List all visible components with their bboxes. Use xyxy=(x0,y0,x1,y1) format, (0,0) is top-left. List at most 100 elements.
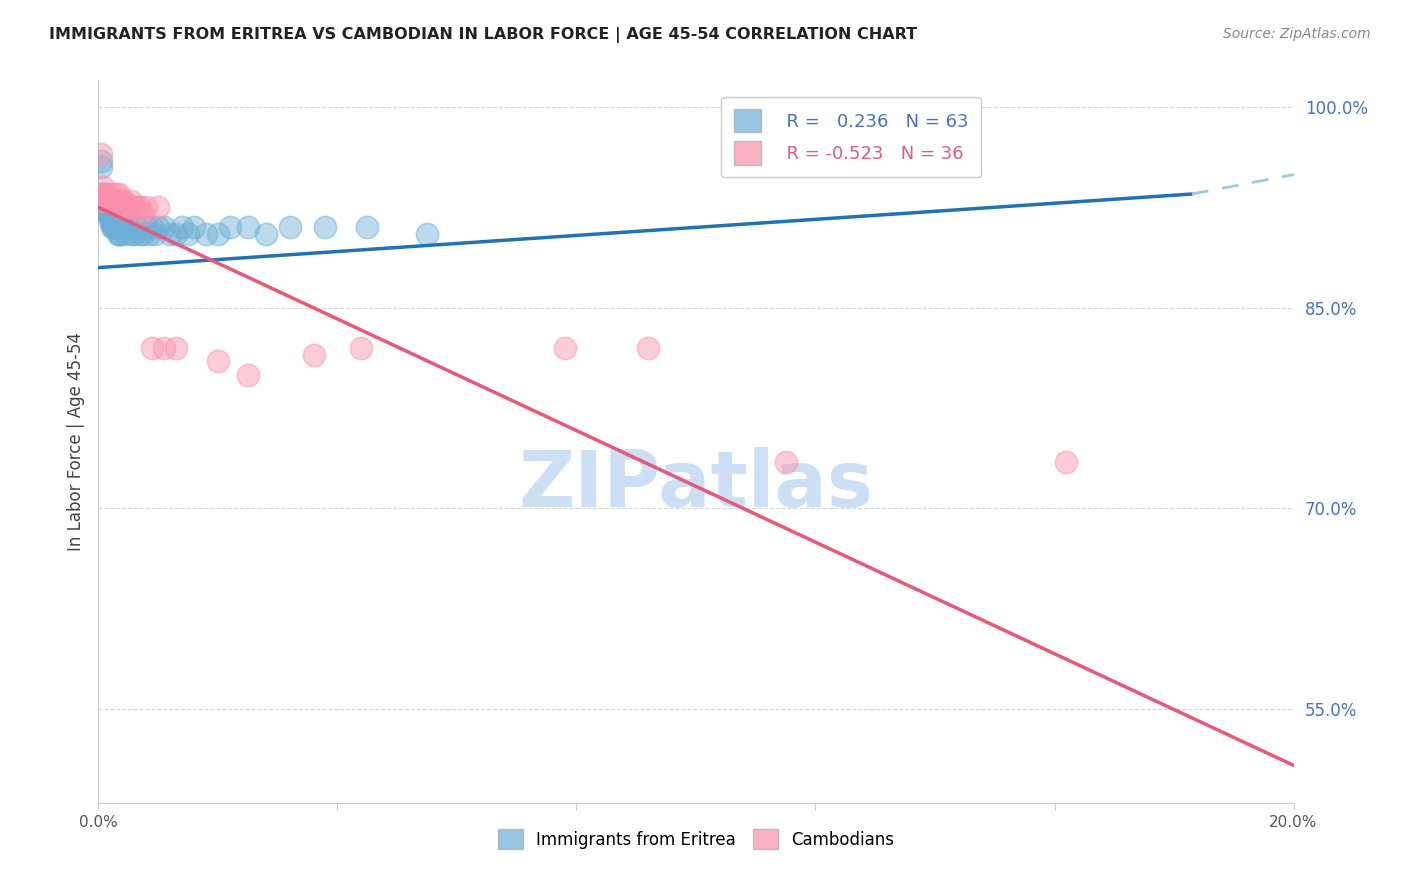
Point xyxy=(114,227,136,241)
Point xyxy=(94,201,117,215)
Point xyxy=(132,227,155,241)
Point xyxy=(159,227,181,241)
Point xyxy=(101,220,124,235)
Point xyxy=(97,207,120,221)
Point xyxy=(148,220,170,235)
Point xyxy=(141,341,163,355)
Point xyxy=(254,227,277,241)
Point xyxy=(115,220,138,235)
Point xyxy=(96,207,118,221)
Text: Source: ZipAtlas.com: Source: ZipAtlas.com xyxy=(1223,27,1371,41)
Point xyxy=(98,214,121,228)
Point xyxy=(107,194,129,208)
Point xyxy=(101,220,124,235)
Point xyxy=(90,153,112,168)
Point xyxy=(135,201,157,215)
Point xyxy=(117,220,139,235)
Point xyxy=(105,220,128,235)
Point xyxy=(103,220,125,235)
Point xyxy=(100,214,122,228)
Point xyxy=(114,220,136,235)
Point xyxy=(91,194,114,208)
Point xyxy=(91,187,114,202)
Point xyxy=(93,201,115,215)
Point xyxy=(103,220,125,235)
Point xyxy=(96,201,118,215)
Point xyxy=(107,220,129,235)
Point xyxy=(127,220,149,235)
Point xyxy=(165,341,187,355)
Point xyxy=(93,187,115,202)
Point xyxy=(637,341,659,355)
Point xyxy=(183,220,205,235)
Point xyxy=(153,220,176,235)
Point xyxy=(219,220,242,235)
Point xyxy=(356,220,378,235)
Point xyxy=(108,220,131,235)
Point xyxy=(302,348,325,362)
Point xyxy=(100,187,122,202)
Point xyxy=(924,147,946,161)
Point xyxy=(117,201,139,215)
Point xyxy=(141,220,163,235)
Point xyxy=(107,227,129,241)
Point xyxy=(236,220,259,235)
Point xyxy=(129,227,152,241)
Point xyxy=(129,201,152,215)
Point xyxy=(108,227,131,241)
Point xyxy=(135,220,157,235)
Point xyxy=(90,161,112,175)
Point xyxy=(775,455,797,469)
Point xyxy=(91,180,114,194)
Point xyxy=(105,187,128,202)
Point xyxy=(89,187,111,202)
Point xyxy=(143,227,166,241)
Point xyxy=(350,341,373,355)
Point xyxy=(111,194,134,208)
Point xyxy=(554,341,576,355)
Point xyxy=(111,220,134,235)
Point xyxy=(107,227,129,241)
Point xyxy=(124,227,146,241)
Point xyxy=(112,220,135,235)
Point xyxy=(1056,455,1078,469)
Point xyxy=(98,207,121,221)
Point xyxy=(172,220,194,235)
Point xyxy=(153,341,176,355)
Point xyxy=(94,201,117,215)
Point xyxy=(90,147,112,161)
Point xyxy=(94,187,117,202)
Point xyxy=(93,201,115,215)
Legend: Immigrants from Eritrea, Cambodians: Immigrants from Eritrea, Cambodians xyxy=(491,822,901,856)
Point xyxy=(98,194,121,208)
Point xyxy=(120,227,142,241)
Point xyxy=(177,227,200,241)
Point xyxy=(114,201,136,215)
Text: ZIPatlas: ZIPatlas xyxy=(519,447,873,523)
Point xyxy=(112,194,135,208)
Point xyxy=(110,220,132,235)
Point xyxy=(103,194,125,208)
Point xyxy=(89,194,111,208)
Point xyxy=(132,207,155,221)
Point xyxy=(236,368,259,382)
Point xyxy=(107,187,129,202)
Text: IMMIGRANTS FROM ERITREA VS CAMBODIAN IN LABOR FORCE | AGE 45-54 CORRELATION CHAR: IMMIGRANTS FROM ERITREA VS CAMBODIAN IN … xyxy=(49,27,917,43)
Point xyxy=(195,227,218,241)
Point xyxy=(120,194,142,208)
Point xyxy=(98,194,122,208)
Point xyxy=(91,194,114,208)
Point xyxy=(138,227,160,241)
Point xyxy=(98,207,122,221)
Point xyxy=(127,201,149,215)
Point xyxy=(96,201,118,215)
Y-axis label: In Labor Force | Age 45-54: In Labor Force | Age 45-54 xyxy=(66,332,84,551)
Point xyxy=(148,201,170,215)
Point xyxy=(124,201,146,215)
Point xyxy=(97,201,120,215)
Point xyxy=(165,227,187,241)
Point xyxy=(96,194,118,208)
Point xyxy=(100,207,122,221)
Point xyxy=(207,227,229,241)
Point xyxy=(207,354,229,368)
